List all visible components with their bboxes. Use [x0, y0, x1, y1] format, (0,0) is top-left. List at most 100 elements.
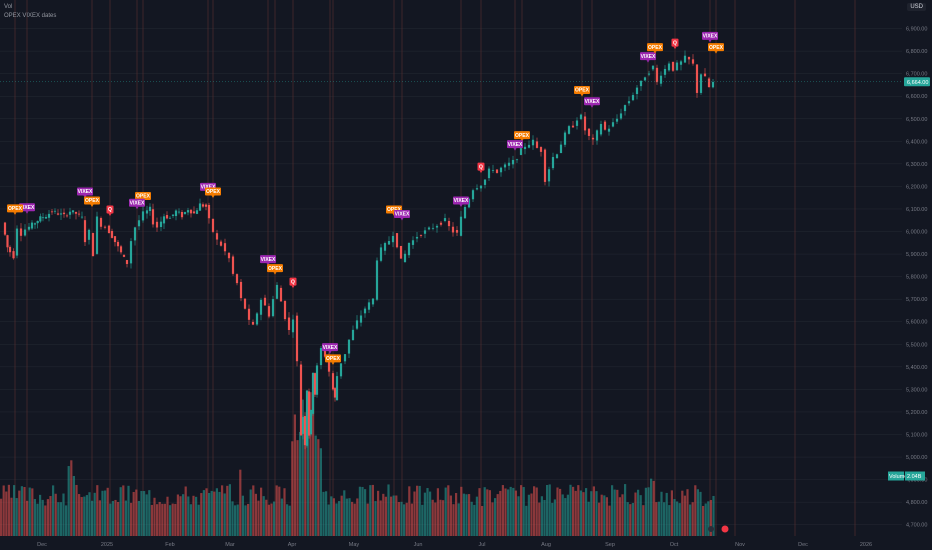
currency-button[interactable]: USD [907, 3, 926, 11]
candle-body [615, 118, 619, 122]
volume-bar [507, 489, 510, 536]
event-tag-vix: VIXEX [322, 343, 338, 354]
candle-body [171, 214, 175, 216]
volume-bar [530, 493, 533, 536]
candle-body [647, 73, 651, 75]
volume-bar [150, 504, 153, 536]
volume-bar [642, 505, 645, 536]
volume-bar [257, 500, 260, 536]
volume-bar [88, 492, 91, 536]
volume-bar [462, 493, 465, 536]
volume-bar [182, 494, 185, 536]
volume-bar [431, 499, 434, 536]
volume-bar [704, 503, 707, 536]
candle-body [591, 137, 595, 140]
candle-body [707, 78, 711, 88]
volume-bar [314, 435, 317, 536]
volume-bar [332, 498, 335, 536]
volume-bar [517, 496, 520, 536]
volume-bar [660, 491, 663, 536]
candle-body [301, 417, 305, 434]
candle-body [699, 74, 703, 93]
volume-bar [114, 499, 117, 536]
volume-bar [184, 486, 187, 536]
candle-body [56, 213, 60, 215]
volume-bar [98, 500, 101, 536]
volume-bar [179, 496, 182, 536]
volume-bar [140, 490, 143, 536]
candle-body [41, 217, 45, 219]
candle-body [231, 256, 235, 274]
time-tick-label: Oct [670, 542, 679, 548]
volume-bar [494, 498, 497, 536]
volume-bar [301, 399, 304, 536]
volume-bar [405, 502, 408, 536]
volume-bar [374, 501, 377, 536]
candle-body [451, 226, 455, 233]
candle-body [415, 236, 419, 239]
event-tag-vix: VIXEX [453, 196, 469, 207]
candle-body [151, 209, 155, 225]
volume-bar [608, 505, 611, 536]
candle-body [411, 240, 415, 245]
volume-bar [309, 392, 312, 536]
candle-body [395, 233, 399, 248]
price-tick-label: 6,700.00 [906, 72, 927, 78]
candle-body [137, 220, 141, 227]
volume-bar [483, 487, 486, 536]
price-tick-label: 6,600.00 [906, 94, 927, 100]
volume-bar [457, 503, 460, 536]
price-axis[interactable]: 4,700.00 4,800.00 4,900.00 5,000.00 5,100.00… [906, 27, 927, 529]
volume-bar [473, 504, 476, 536]
candle-body [347, 339, 351, 354]
volume-bar [657, 501, 660, 536]
candle-body [223, 243, 227, 252]
volume-bar [117, 501, 120, 536]
candle-body [53, 210, 57, 212]
candle-body [519, 148, 523, 155]
candle-body [535, 141, 539, 148]
volume-bar [293, 414, 296, 536]
volume-bar [618, 497, 621, 536]
time-tick-label: Aug [541, 542, 551, 548]
time-axis[interactable]: Dec 2025 Feb Mar Apr May Jun Jul Aug Sep Oct Nov Dec… [37, 542, 872, 548]
candle-body [367, 302, 371, 310]
event-tag-vix: VIXEX [640, 52, 656, 63]
volume-bar [364, 489, 367, 536]
volume-bar [585, 488, 588, 536]
event-tag-label: OPEX [268, 266, 283, 272]
event-tag-label: VIXEX [78, 189, 93, 195]
price-tick-label: 6,400.00 [906, 139, 927, 145]
volume-bar [595, 491, 598, 536]
volume-bar [556, 487, 559, 536]
candle-body [363, 308, 367, 314]
volume-bar [574, 490, 577, 536]
volume-bar [270, 503, 273, 536]
volume-bar [535, 487, 538, 536]
volume-bar [475, 496, 478, 536]
volume-bar [488, 490, 491, 536]
price-tick-label: 6,100.00 [906, 207, 927, 213]
event-tag-vix: VIXEX [129, 198, 145, 210]
candle-body [683, 55, 687, 63]
volume-bar [52, 485, 55, 536]
volume-bar [7, 484, 10, 536]
axis-badges: 6,664.00 Volume 2.04B [0, 77, 930, 533]
event-tag-label: Q [291, 279, 295, 285]
volume-bar [249, 489, 252, 536]
volume-bar [423, 492, 426, 536]
candle-body [8, 246, 12, 253]
volume-bar [624, 484, 627, 536]
volume-bar [106, 487, 109, 536]
candle-body [80, 216, 84, 218]
candle-body [87, 229, 91, 240]
candle-body [159, 221, 163, 228]
event-tag-label: VIXEX [261, 257, 276, 263]
volume-bar [296, 440, 299, 536]
volume-bar [397, 502, 400, 536]
event-tag-label: OPEX [709, 45, 724, 51]
volume-bar [124, 500, 127, 536]
candle-body [355, 320, 359, 329]
volume-bar [283, 488, 286, 536]
